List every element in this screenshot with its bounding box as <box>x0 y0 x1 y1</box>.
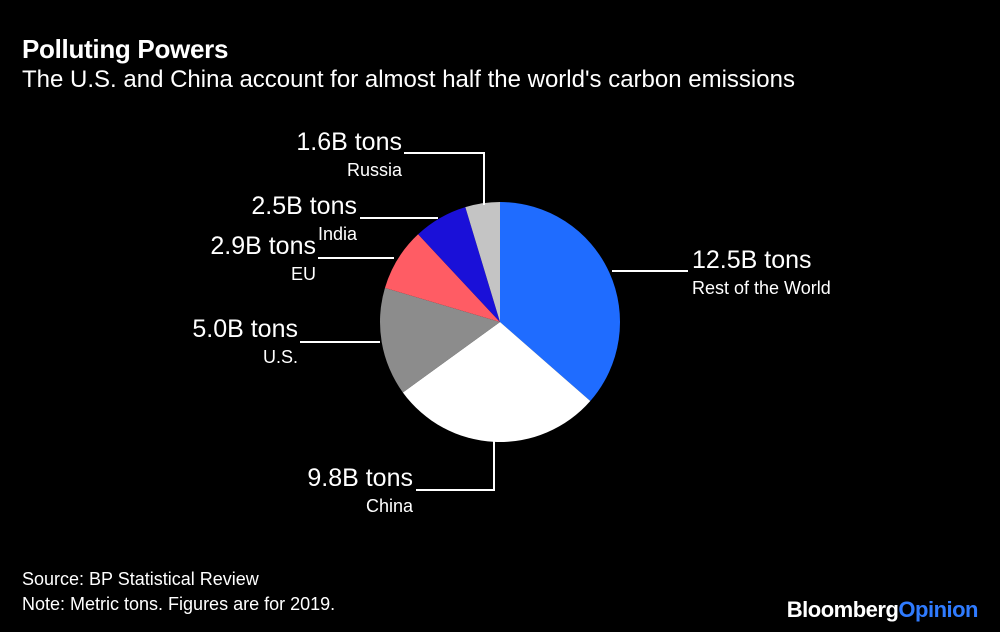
pie-slice-rest-of-the-world <box>500 202 620 402</box>
pie-slice-russia <box>465 202 500 322</box>
name-label-eu: EU <box>291 264 316 284</box>
pie-slice-u-s <box>380 287 500 393</box>
name-label-u-s: U.S. <box>263 347 298 367</box>
value-label-u-s: 5.0B tons <box>192 315 298 343</box>
value-label-eu: 2.9B tons <box>210 232 316 260</box>
source-note: Source: BP Statistical Review <box>22 569 259 589</box>
pie-slice-eu <box>384 234 500 322</box>
value-label-india: 2.5B tons <box>251 192 357 220</box>
pie-slice-china <box>402 322 591 442</box>
value-label-rest-of-the-world: 12.5B tons <box>692 246 812 274</box>
name-label-russia: Russia <box>347 160 403 180</box>
leader-line-china <box>416 436 495 491</box>
name-label-china: China <box>366 496 414 516</box>
footnote: Note: Metric tons. Figures are for 2019. <box>22 594 336 614</box>
name-label-rest-of-the-world: Rest of the World <box>692 278 831 298</box>
pie-slice-india <box>418 207 500 322</box>
chart-subtitle: The U.S. and China account for almost ha… <box>22 66 795 93</box>
leader-line-russia <box>404 152 485 205</box>
name-label-india: India <box>318 224 358 244</box>
bloomberg-opinion-logo: BloombergOpinion <box>786 597 979 622</box>
value-label-china: 9.8B tons <box>307 464 413 492</box>
chart-title: Polluting Powers <box>22 34 229 64</box>
value-label-russia: 1.6B tons <box>296 128 402 156</box>
